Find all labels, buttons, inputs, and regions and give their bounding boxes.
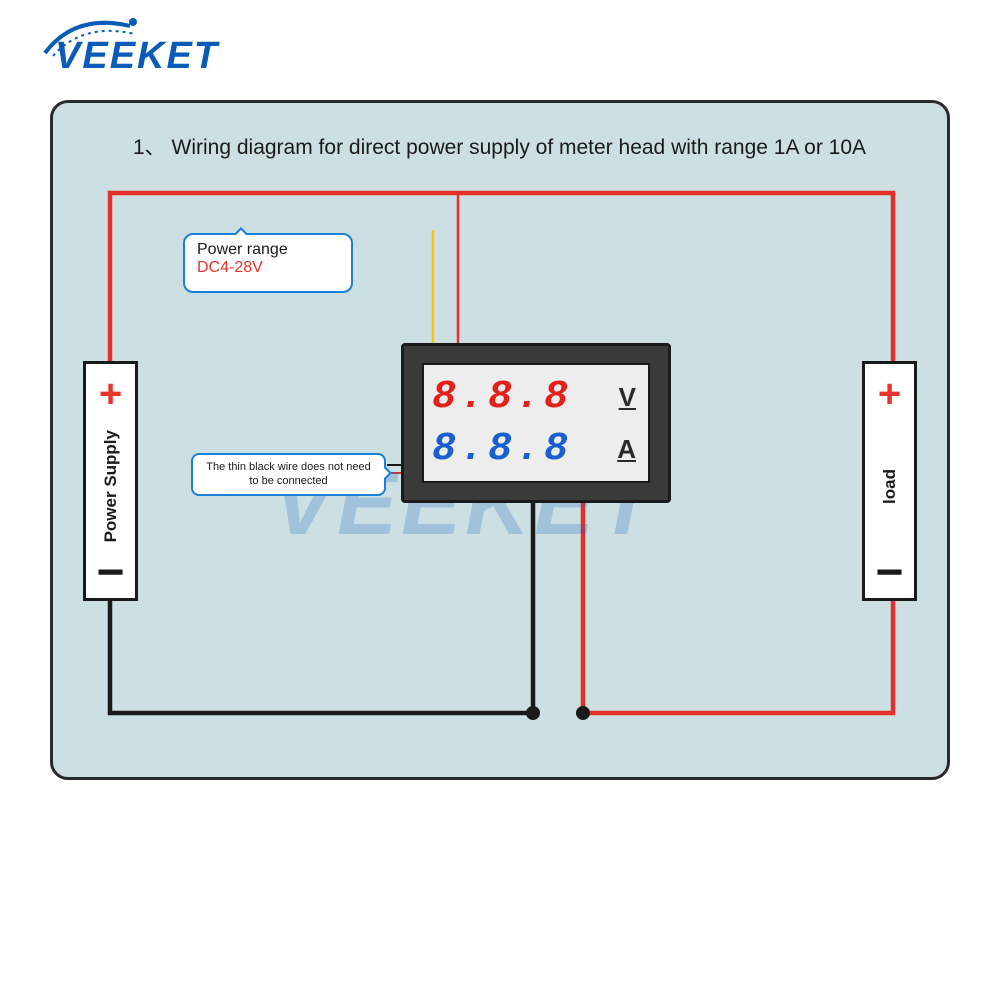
meter-display: 8.8.8 V 8.8.8 A [422, 363, 650, 483]
load-minus-terminal: − [875, 559, 903, 588]
power-supply-label: Power Supply [101, 430, 121, 542]
load-block: + load − [862, 361, 917, 601]
wire-junction-node [576, 706, 590, 720]
power-supply-plus-terminal: + [99, 374, 122, 414]
current-reading: 8.8.8 [432, 427, 572, 472]
brand-logo: VEEKET [55, 35, 219, 78]
power-supply-minus-terminal: − [96, 559, 124, 588]
power-range-label: Power range [197, 241, 339, 259]
load-plus-terminal: + [878, 374, 901, 414]
diagram-title: 1、 Wiring diagram for direct power suppl… [133, 131, 866, 161]
wire-junction-node [526, 706, 540, 720]
voltage-reading: 8.8.8 [432, 375, 572, 420]
power-range-callout: Power range DC4-28V [183, 233, 353, 293]
power-range-value: DC4-28V [197, 259, 339, 277]
voltage-unit: V [619, 382, 636, 413]
load-label: load [880, 469, 900, 504]
thin-wire-callout: The thin black wire does not need to be … [191, 453, 386, 496]
wiring-diagram-frame: 1、 Wiring diagram for direct power suppl… [50, 100, 950, 780]
meter-head: 8.8.8 V 8.8.8 A [401, 343, 671, 503]
power-supply-block: + Power Supply − [83, 361, 138, 601]
current-unit: A [617, 434, 636, 465]
